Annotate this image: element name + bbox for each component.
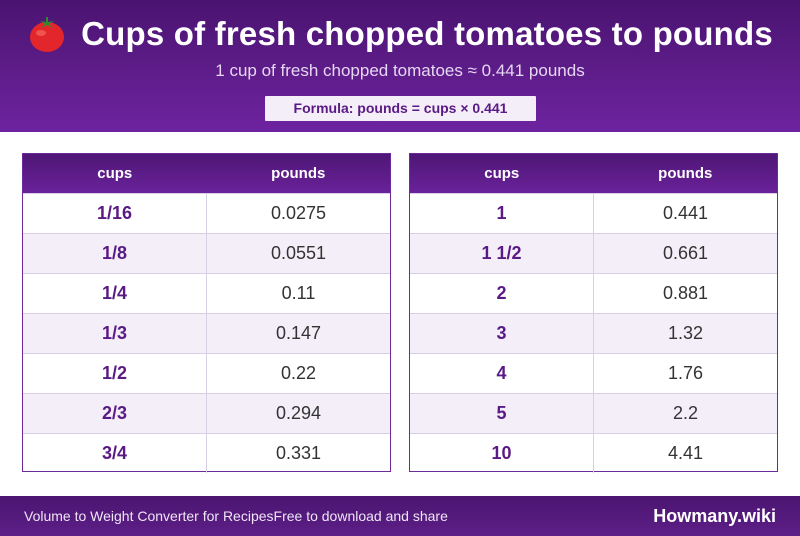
cups-cell: 1/2 bbox=[101, 363, 128, 383]
table-row: 3 1.32 bbox=[410, 313, 777, 353]
table-row: 5 2.2 bbox=[410, 393, 777, 433]
cups-cell: 2/3 bbox=[101, 403, 128, 423]
cups-cell: 3 bbox=[496, 323, 507, 343]
conversion-table-large: cups pounds 1 0.441 1 1/2 0.661 2 0.881 … bbox=[409, 153, 778, 473]
table-row: 1/4 0.11 bbox=[23, 273, 390, 313]
footer-tagline: Volume to Weight Converter for RecipesFr… bbox=[24, 508, 448, 524]
cups-cell: 1/3 bbox=[101, 323, 128, 343]
pounds-cell: 1.76 bbox=[593, 354, 777, 393]
cups-cell: 3/4 bbox=[101, 443, 128, 463]
cups-cell: 10 bbox=[491, 443, 512, 463]
table-row: 3/4 0.331 bbox=[23, 433, 390, 473]
column-header-pounds: pounds bbox=[271, 165, 326, 182]
column-header-cups: cups bbox=[97, 165, 133, 182]
tomato-icon bbox=[27, 14, 67, 54]
table-row: 2/3 0.294 bbox=[23, 393, 390, 433]
pounds-cell: 0.331 bbox=[206, 434, 390, 473]
conversion-table-small: cups pounds 1/16 0.0275 1/8 0.0551 1/4 0… bbox=[22, 153, 391, 473]
footer-bar: Volume to Weight Converter for RecipesFr… bbox=[0, 496, 800, 536]
cups-cell: 4 bbox=[496, 363, 507, 383]
cups-cell: 1 bbox=[496, 203, 507, 223]
pounds-cell: 0.0551 bbox=[206, 234, 390, 273]
table-row: 1/2 0.22 bbox=[23, 353, 390, 393]
table-row: 10 4.41 bbox=[410, 433, 777, 473]
header-banner: Cups of fresh chopped tomatoes to pounds… bbox=[0, 0, 800, 132]
table-row: 1/3 0.147 bbox=[23, 313, 390, 353]
pounds-cell: 0.147 bbox=[206, 314, 390, 353]
cups-cell: 1 1/2 bbox=[481, 243, 522, 263]
pounds-cell: 4.41 bbox=[593, 434, 777, 473]
cups-cell: 2 bbox=[496, 283, 507, 303]
pounds-cell: 0.0275 bbox=[206, 194, 390, 233]
cups-cell: 1/4 bbox=[101, 283, 128, 303]
pounds-cell: 0.881 bbox=[593, 274, 777, 313]
cups-cell: 5 bbox=[496, 403, 507, 423]
pounds-cell: 0.22 bbox=[206, 354, 390, 393]
table-header: cups pounds bbox=[410, 154, 777, 193]
column-header-pounds: pounds bbox=[658, 165, 713, 182]
cups-cell: 1/8 bbox=[101, 243, 128, 263]
pounds-cell: 0.11 bbox=[206, 274, 390, 313]
page-subtitle: 1 cup of fresh chopped tomatoes ≈ 0.441 … bbox=[215, 61, 585, 80]
table-header: cups pounds bbox=[23, 154, 390, 193]
table-row: 1/16 0.0275 bbox=[23, 193, 390, 233]
table-row: 1/8 0.0551 bbox=[23, 233, 390, 273]
brand-link[interactable]: Howmany.wiki bbox=[653, 506, 776, 526]
table-row: 1 0.441 bbox=[410, 193, 777, 233]
pounds-cell: 1.32 bbox=[593, 314, 777, 353]
pounds-cell: 0.294 bbox=[206, 394, 390, 433]
title-row: Cups of fresh chopped tomatoes to pounds bbox=[0, 12, 800, 56]
pounds-cell: 0.661 bbox=[593, 234, 777, 273]
column-header-cups: cups bbox=[484, 165, 520, 182]
table-row: 1 1/2 0.661 bbox=[410, 233, 777, 273]
table-row: 4 1.76 bbox=[410, 353, 777, 393]
pounds-cell: 0.441 bbox=[593, 194, 777, 233]
cups-cell: 1/16 bbox=[96, 203, 133, 223]
page-title: Cups of fresh chopped tomatoes to pounds bbox=[81, 15, 773, 52]
table-row: 2 0.881 bbox=[410, 273, 777, 313]
formula-badge: Formula: pounds = cups × 0.441 bbox=[265, 96, 536, 121]
pounds-cell: 2.2 bbox=[593, 394, 777, 433]
